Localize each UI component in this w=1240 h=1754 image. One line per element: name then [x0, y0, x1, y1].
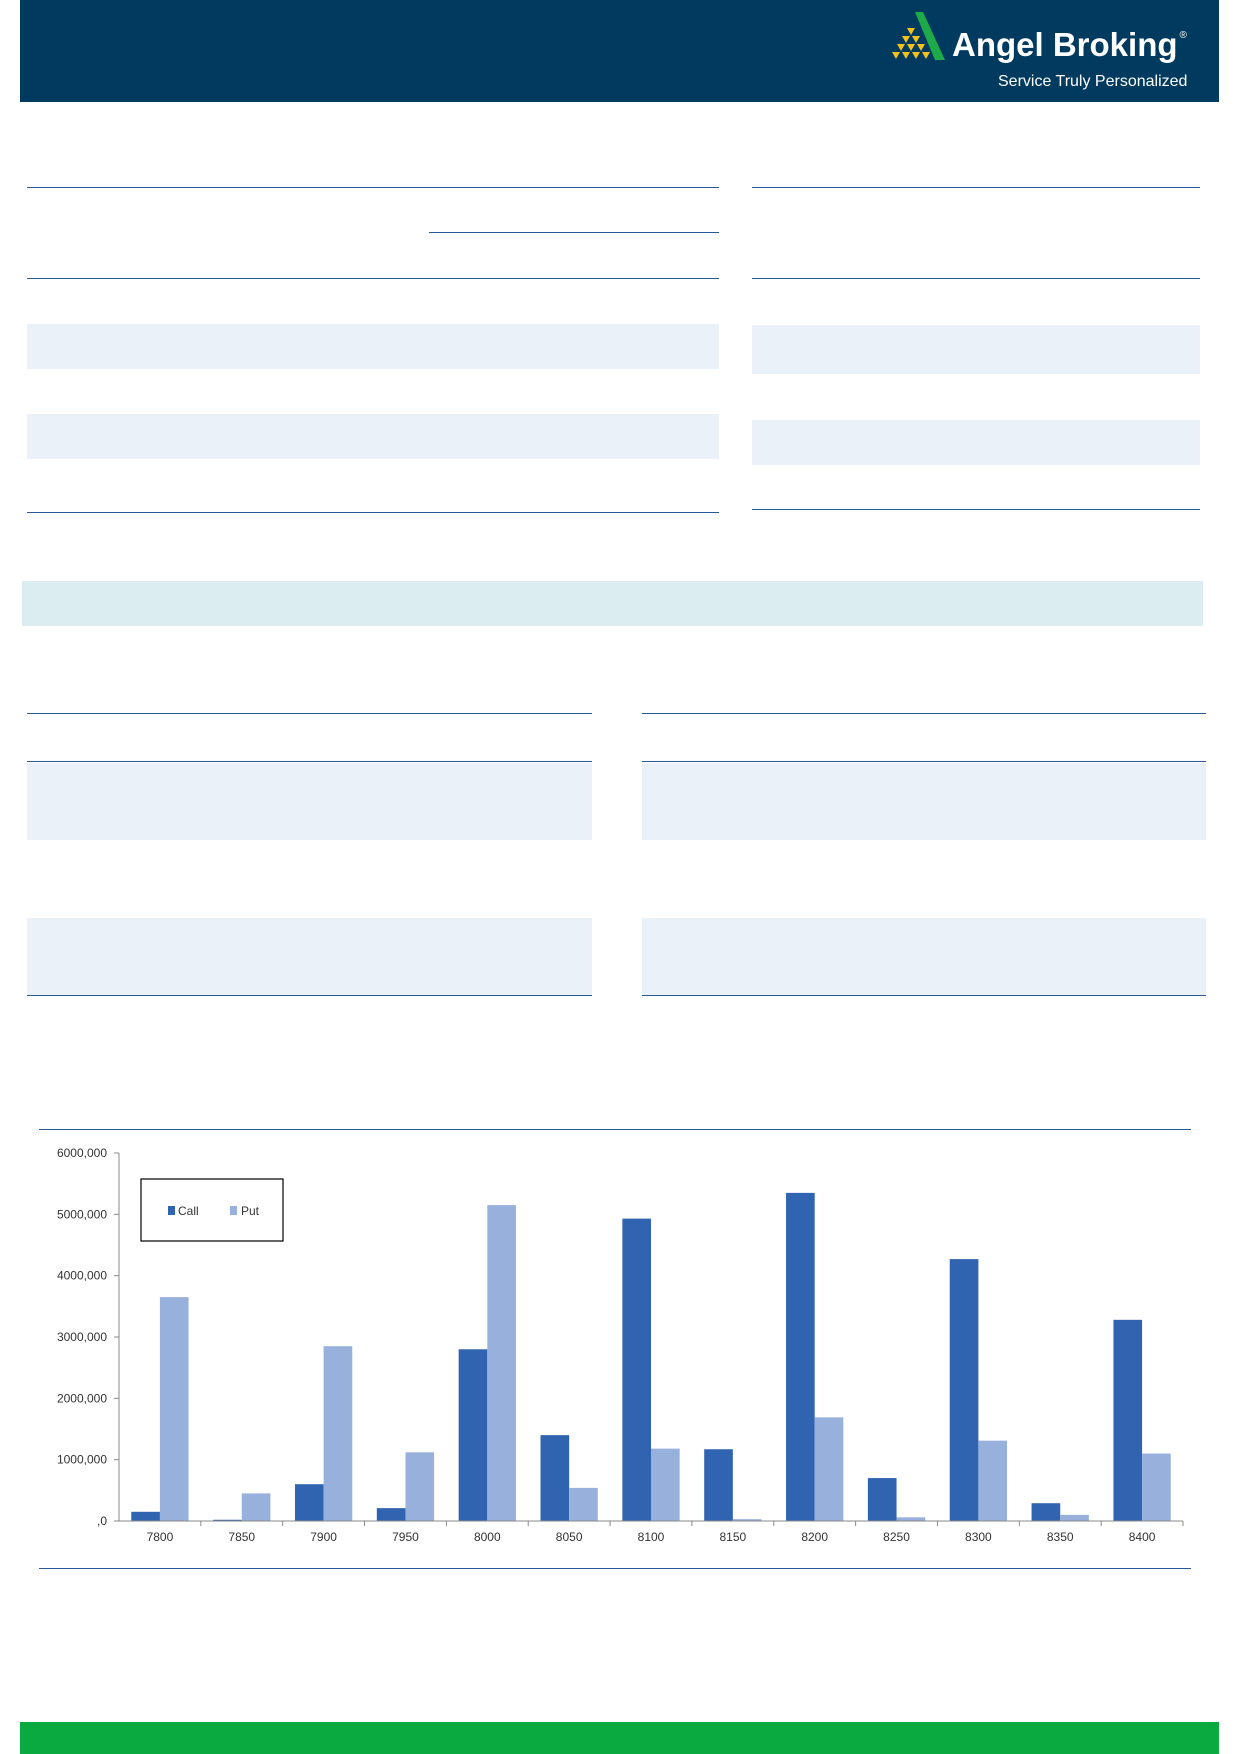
bar-put-8200 — [814, 1417, 844, 1521]
x-tick-label: 7950 — [392, 1530, 419, 1544]
table-row-shaded — [27, 414, 719, 459]
bar-put-7900 — [323, 1346, 353, 1521]
table-row-shaded — [642, 763, 1206, 840]
x-tick-label: 8350 — [1047, 1530, 1074, 1544]
table-row-shaded — [27, 918, 592, 995]
y-tick-label: 6000,000 — [57, 1146, 107, 1160]
table-row-shaded — [752, 420, 1200, 465]
bar-call-8250 — [867, 1478, 897, 1521]
table-rule — [642, 713, 1206, 714]
bar-call-8350 — [1031, 1503, 1061, 1521]
bar-call-7850 — [213, 1519, 242, 1521]
page-header — [20, 0, 1219, 102]
y-tick-label: 4000,000 — [57, 1269, 107, 1283]
legend-label-call: Call — [178, 1204, 199, 1218]
x-tick-label: 7900 — [310, 1530, 337, 1544]
brand-wordmark: Angel Broking ® — [952, 26, 1187, 64]
table-row-shaded — [752, 325, 1200, 374]
bar-put-8000 — [487, 1205, 516, 1521]
bar-call-8050 — [540, 1435, 570, 1521]
y-tick-label: 1000,000 — [57, 1453, 107, 1467]
table-rule — [429, 232, 719, 233]
open-interest-bar-chart: 7800 7850 7900 7950 8000 8050 8100 8150 8200 8250… — [57, 1146, 1184, 1544]
bar-put-8100 — [651, 1448, 680, 1521]
x-tick-label: 8100 — [638, 1530, 665, 1544]
bar-put-8250 — [896, 1517, 926, 1521]
bar-call-8200 — [786, 1192, 815, 1521]
table-row-shaded — [642, 918, 1206, 995]
x-tick-label: 8300 — [965, 1530, 992, 1544]
legend-swatch-call — [168, 1206, 175, 1215]
chart-rule-bottom — [39, 1568, 1191, 1569]
table-row-shaded — [27, 324, 719, 369]
table-rule — [642, 995, 1206, 996]
table-rule — [27, 761, 592, 762]
bar-call-7800 — [131, 1511, 160, 1521]
angel-broking-logo-icon — [892, 12, 945, 60]
chart-legend — [140, 1178, 284, 1242]
x-tick-label: 8250 — [883, 1530, 910, 1544]
y-tick-label: 3000,000 — [57, 1330, 107, 1344]
table-rule — [752, 509, 1200, 510]
registered-mark: ® — [1179, 30, 1187, 41]
bar-call-8150 — [704, 1449, 733, 1521]
x-tick-label: 8200 — [801, 1530, 828, 1544]
bar-put-7850 — [241, 1493, 271, 1521]
x-tick-label: 8150 — [719, 1530, 746, 1544]
bar-put-7800 — [159, 1297, 189, 1521]
table-rule — [27, 278, 719, 279]
legend-swatch-put — [230, 1206, 237, 1215]
section-band — [22, 581, 1203, 626]
y-tick-label: 2000,000 — [57, 1391, 107, 1405]
y-tick-label: ,0 — [97, 1514, 107, 1528]
bar-call-8300 — [949, 1259, 979, 1521]
bar-call-7950 — [376, 1508, 406, 1521]
bar-call-7900 — [294, 1484, 324, 1521]
chart-rule-top — [39, 1129, 1191, 1130]
table-rule — [27, 187, 719, 188]
x-tick-label: 7850 — [228, 1530, 255, 1544]
bar-call-8100 — [622, 1218, 651, 1521]
bar-put-8400 — [1142, 1453, 1171, 1521]
y-tick-label: 5000,000 — [57, 1207, 107, 1221]
x-tick-label: 8050 — [556, 1530, 583, 1544]
table-rule — [27, 512, 719, 513]
table-row-shaded — [27, 763, 592, 840]
legend-label-put: Put — [241, 1204, 260, 1218]
bar-put-7950 — [405, 1452, 435, 1521]
table-rule — [752, 278, 1200, 279]
bar-call-8000 — [458, 1349, 488, 1521]
x-tick-label: 8000 — [474, 1530, 501, 1544]
table-rule — [752, 187, 1200, 188]
bar-put-8350 — [1060, 1514, 1089, 1521]
table-rule — [27, 713, 592, 714]
x-tick-label: 7800 — [147, 1530, 174, 1544]
bar-put-8300 — [978, 1440, 1008, 1521]
bar-put-8150 — [732, 1519, 762, 1521]
brand-tagline: Service Truly Personalized — [998, 73, 1188, 90]
bar-put-8050 — [569, 1487, 598, 1521]
table-rule — [642, 761, 1206, 762]
table-rule — [27, 995, 592, 996]
bar-call-8400 — [1113, 1319, 1143, 1521]
brand-name: Angel Broking — [952, 26, 1178, 63]
x-tick-label: 8400 — [1129, 1530, 1156, 1544]
page-footer — [20, 1722, 1219, 1754]
